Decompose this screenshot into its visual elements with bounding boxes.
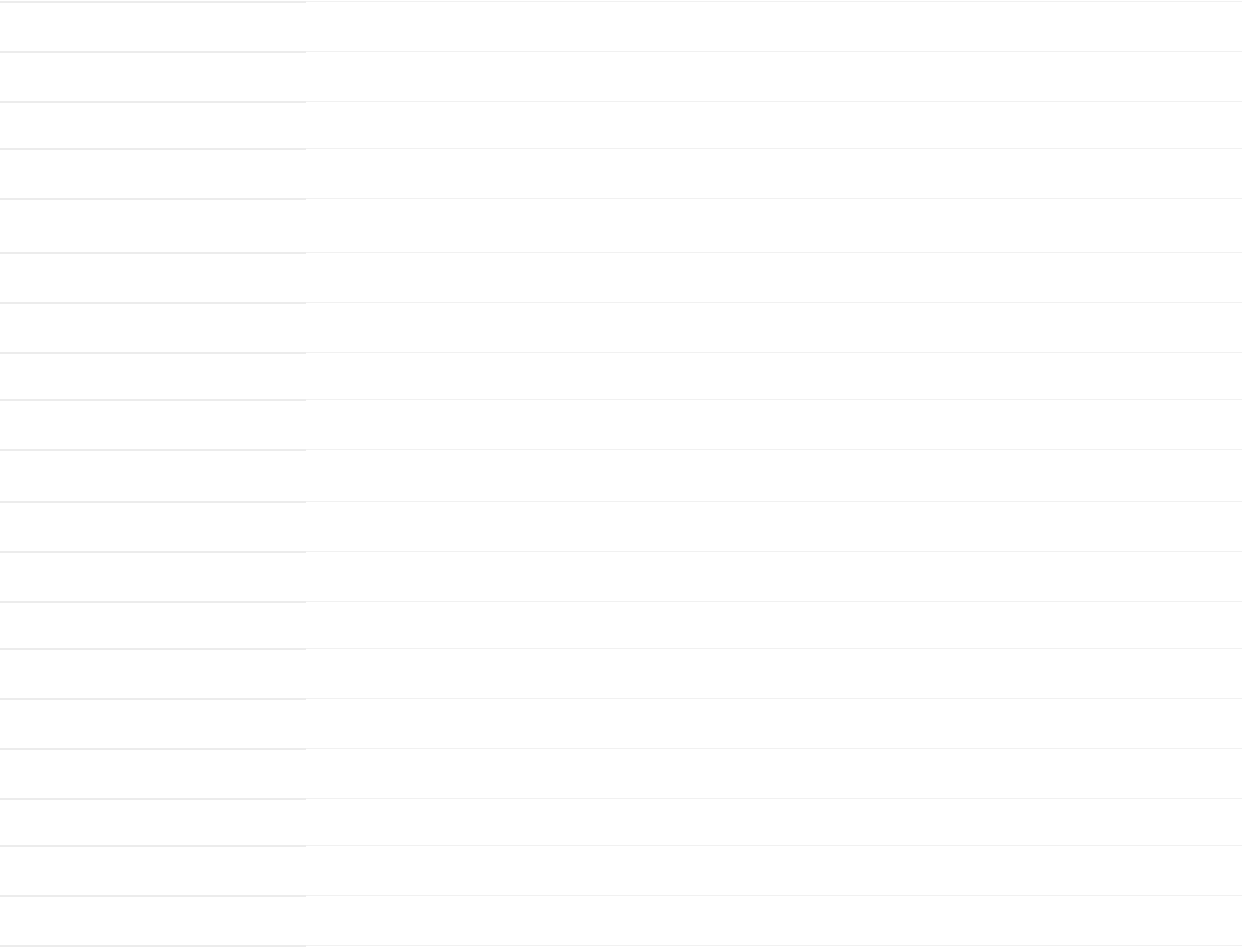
row-divider-right [306,399,1242,400]
row-divider-left [0,252,306,254]
table-row [0,200,1242,252]
row-divider-right [306,352,1242,353]
row-content-cell [306,354,1242,399]
row-divider-left [0,1,306,3]
row-label-cell [0,750,306,798]
row-divider-right [306,845,1242,846]
row-divider-right [306,798,1242,799]
row-content-cell [306,401,1242,449]
row-label-cell [0,800,306,845]
row-divider-left [0,51,306,53]
row-content-cell [306,603,1242,648]
row-divider-right [306,748,1242,749]
row-divider-left [0,449,306,451]
row-label-cell [0,603,306,648]
row-label-cell [0,553,306,601]
row-content-cell [306,700,1242,748]
row-divider-left [0,352,306,354]
row-divider-left [0,748,306,750]
row-divider-left [0,601,306,603]
row-content-cell [306,750,1242,798]
row-divider-right [306,198,1242,199]
row-label-cell [0,700,306,748]
row-divider-left [0,648,306,650]
row-divider-left [0,501,306,503]
row-content-cell [306,53,1242,101]
row-label-cell [0,897,306,945]
row-content-cell [306,103,1242,148]
row-divider-left [0,399,306,401]
row-divider-right [306,945,1242,946]
row-label-cell [0,304,306,352]
table-row [0,254,1242,302]
row-divider-left [0,698,306,700]
row-divider-right [306,551,1242,552]
row-divider-left [0,302,306,304]
row-label-cell [0,254,306,302]
row-divider-right [306,895,1242,896]
row-label-cell [0,847,306,895]
row-content-cell [306,503,1242,551]
table-row [0,103,1242,148]
row-content-cell [306,800,1242,845]
row-content-cell [306,150,1242,198]
row-label-cell [0,3,306,51]
table-row [0,700,1242,748]
row-divider-right [306,648,1242,649]
table-row [0,3,1242,51]
row-divider-right [306,252,1242,253]
row-divider-right [306,449,1242,450]
row-divider-left [0,798,306,800]
row-divider-left [0,945,306,947]
table-row [0,847,1242,895]
table-row [0,897,1242,945]
row-content-cell [306,553,1242,601]
row-label-cell [0,503,306,551]
row-label-cell [0,401,306,449]
row-label-cell [0,200,306,252]
row-divider-left [0,895,306,897]
table-row [0,503,1242,551]
row-divider-right [306,148,1242,149]
row-label-cell [0,451,306,501]
row-divider-left [0,198,306,200]
row-label-cell [0,53,306,101]
table-row [0,603,1242,648]
row-divider-right [306,601,1242,602]
row-divider-right [306,1,1242,2]
row-divider-left [0,551,306,553]
row-content-cell [306,304,1242,352]
row-divider-right [306,101,1242,102]
row-divider-left [0,845,306,847]
row-content-cell [306,254,1242,302]
row-content-cell [306,451,1242,501]
table-row [0,800,1242,845]
table-row [0,650,1242,698]
row-label-cell [0,650,306,698]
row-content-cell [306,650,1242,698]
row-content-cell [306,200,1242,252]
table-row [0,451,1242,501]
row-label-cell [0,150,306,198]
table-row [0,354,1242,399]
row-divider-right [306,302,1242,303]
table-row [0,750,1242,798]
row-label-cell [0,354,306,399]
row-label-cell [0,103,306,148]
table-row [0,304,1242,352]
table-row [0,401,1242,449]
table-row [0,553,1242,601]
row-content-cell [306,897,1242,945]
row-divider-right [306,501,1242,502]
row-content-cell [306,847,1242,895]
table-row [0,53,1242,101]
row-divider-right [306,51,1242,52]
row-divider-left [0,148,306,150]
row-divider-right [306,698,1242,699]
row-content-cell [306,3,1242,51]
row-divider-left [0,101,306,103]
table-row [0,150,1242,198]
